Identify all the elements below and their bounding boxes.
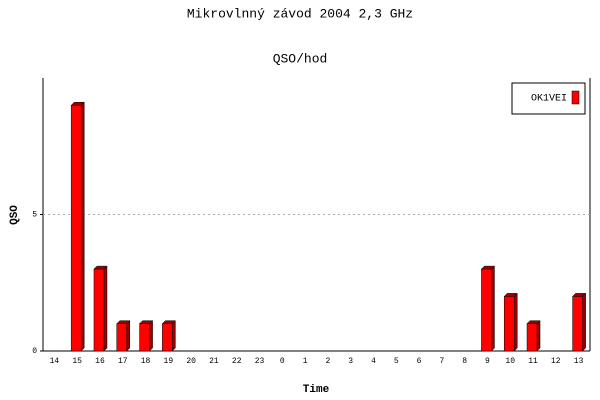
legend-label: OK1VEI bbox=[531, 94, 567, 105]
x-tick-label: 18 bbox=[141, 357, 151, 366]
x-tick-label: 22 bbox=[232, 357, 242, 366]
x-tick-label: 10 bbox=[505, 357, 515, 366]
bar bbox=[526, 323, 538, 352]
bar-side bbox=[491, 265, 495, 352]
bar-side bbox=[172, 320, 176, 352]
x-tick-label: 23 bbox=[255, 357, 265, 366]
bar-side bbox=[126, 320, 131, 352]
bar-side bbox=[582, 292, 586, 352]
y-axis-label: QSO bbox=[9, 205, 21, 225]
x-tick-label: 12 bbox=[551, 357, 561, 366]
chart-title: Mikrovlnný závod 2004 2,3 GHz bbox=[187, 6, 413, 21]
x-tick-label: 21 bbox=[209, 357, 219, 366]
x-tick-label: 13 bbox=[574, 357, 584, 366]
x-tick-label: 7 bbox=[439, 357, 444, 366]
bar bbox=[481, 268, 492, 352]
x-tick-label: 4 bbox=[371, 357, 376, 366]
chart-subtitle: QSO/hod bbox=[273, 51, 328, 66]
bar bbox=[70, 105, 82, 352]
x-tick-label: 2 bbox=[325, 357, 330, 366]
x-tick-label: 3 bbox=[348, 357, 353, 366]
bar bbox=[572, 296, 583, 352]
x-tick-label: 19 bbox=[164, 357, 174, 366]
bar bbox=[93, 268, 105, 352]
x-tick-label: 8 bbox=[462, 357, 467, 366]
x-tick-label: 1 bbox=[303, 357, 308, 366]
bar-side bbox=[80, 101, 85, 352]
bar-side bbox=[103, 265, 108, 352]
bar bbox=[116, 323, 128, 352]
y-tick-label: 5 bbox=[32, 211, 37, 220]
bar-side bbox=[536, 320, 541, 352]
x-tick-label: 16 bbox=[95, 357, 105, 366]
x-tick-label: 5 bbox=[394, 357, 399, 366]
x-axis-label: Time bbox=[303, 384, 330, 396]
x-tick-label: 9 bbox=[485, 357, 490, 366]
x-tick-label: 6 bbox=[417, 357, 422, 366]
bar bbox=[503, 296, 515, 352]
bar bbox=[139, 323, 150, 352]
x-tick-label: 17 bbox=[118, 357, 128, 366]
x-tick-label: 14 bbox=[50, 357, 60, 366]
bar bbox=[162, 323, 173, 352]
bar-side bbox=[149, 320, 153, 352]
x-tick-label: 15 bbox=[72, 357, 82, 366]
x-tick-label: 0 bbox=[280, 357, 285, 366]
bar-side bbox=[513, 292, 518, 352]
x-tick-label: 11 bbox=[528, 357, 538, 366]
x-tick-label: 20 bbox=[186, 357, 196, 366]
legend-swatch bbox=[571, 90, 580, 105]
y-tick-label: 0 bbox=[32, 347, 37, 356]
